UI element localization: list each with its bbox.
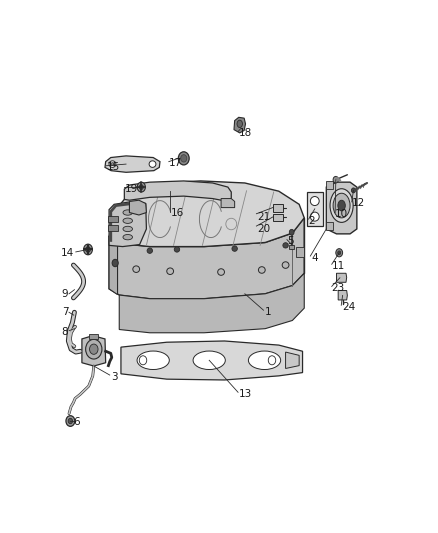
Ellipse shape [283,243,288,248]
Text: 10: 10 [335,209,348,219]
Ellipse shape [123,227,132,232]
Ellipse shape [311,212,319,221]
Ellipse shape [89,344,98,354]
Polygon shape [108,225,118,231]
Polygon shape [121,341,303,380]
Ellipse shape [174,247,180,252]
Text: 17: 17 [169,158,182,168]
Polygon shape [109,201,146,247]
Text: 7: 7 [62,307,68,317]
Polygon shape [89,334,98,339]
Text: 6: 6 [74,417,80,427]
Polygon shape [286,352,299,368]
Polygon shape [109,181,304,247]
Polygon shape [82,336,106,366]
Text: 21: 21 [257,212,270,222]
Ellipse shape [181,155,187,162]
Ellipse shape [137,182,145,192]
Ellipse shape [290,229,294,235]
Ellipse shape [109,161,116,167]
Text: 1: 1 [265,307,272,317]
Polygon shape [119,273,304,333]
Ellipse shape [330,189,353,222]
Ellipse shape [336,248,343,257]
Ellipse shape [338,251,341,255]
Ellipse shape [139,356,147,365]
Text: 8: 8 [62,327,68,336]
Ellipse shape [218,269,225,276]
Polygon shape [338,290,347,300]
Text: 2: 2 [309,216,315,226]
Ellipse shape [167,268,173,274]
Ellipse shape [282,262,289,268]
Ellipse shape [232,246,237,252]
Ellipse shape [133,266,140,272]
Ellipse shape [137,351,170,369]
Text: 11: 11 [332,261,345,271]
Text: 19: 19 [125,184,138,193]
Ellipse shape [311,197,319,206]
Polygon shape [221,199,235,207]
Polygon shape [296,247,304,257]
Text: 20: 20 [257,223,270,233]
Polygon shape [273,214,283,221]
Polygon shape [130,200,146,215]
Ellipse shape [149,161,156,167]
Polygon shape [336,273,346,282]
Text: 16: 16 [171,208,184,219]
Ellipse shape [86,340,102,359]
Ellipse shape [84,244,92,255]
Ellipse shape [268,356,276,365]
Ellipse shape [66,416,75,426]
Text: 23: 23 [332,282,345,293]
Polygon shape [326,182,357,234]
Text: 15: 15 [106,163,120,172]
Ellipse shape [139,184,143,190]
Ellipse shape [237,120,243,127]
Ellipse shape [193,351,225,369]
Ellipse shape [333,176,339,183]
Ellipse shape [123,235,132,240]
Ellipse shape [248,351,281,369]
Text: 5: 5 [288,236,294,246]
Ellipse shape [351,188,356,193]
Text: 24: 24 [342,302,355,312]
Ellipse shape [123,210,132,215]
Polygon shape [105,156,160,172]
Ellipse shape [112,260,118,266]
Text: 4: 4 [311,253,318,263]
Ellipse shape [178,152,189,165]
Polygon shape [273,204,283,212]
Polygon shape [108,216,118,222]
Ellipse shape [338,200,345,211]
Ellipse shape [333,193,350,218]
Text: 3: 3 [111,372,117,382]
Ellipse shape [258,266,265,273]
Polygon shape [124,181,231,201]
Polygon shape [109,236,117,295]
Polygon shape [234,117,246,133]
Ellipse shape [123,218,132,223]
Text: 13: 13 [239,389,252,399]
Ellipse shape [86,247,90,252]
Text: 18: 18 [239,128,252,138]
Polygon shape [109,218,304,298]
Polygon shape [326,222,333,230]
Ellipse shape [111,163,114,166]
Text: 14: 14 [61,248,74,258]
Text: 12: 12 [352,198,365,208]
Polygon shape [326,181,333,189]
Ellipse shape [147,248,152,253]
Text: 9: 9 [62,289,68,299]
Polygon shape [307,192,323,225]
Ellipse shape [68,418,73,424]
Polygon shape [289,245,294,249]
